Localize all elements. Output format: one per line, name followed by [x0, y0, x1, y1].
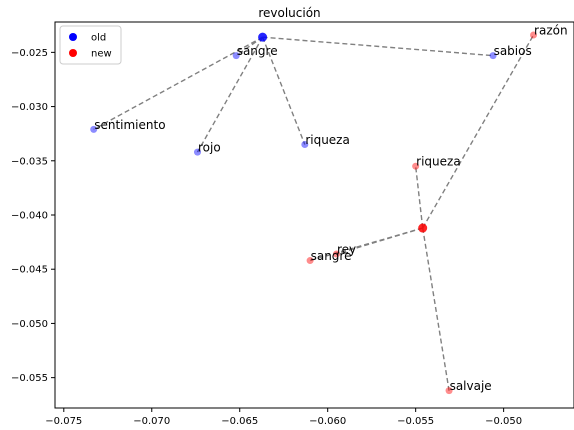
- x-axis-ticks: −0.075 −0.070 −0.065 −0.060 −0.055 −0.050: [45, 408, 522, 427]
- point-new-3: [306, 257, 314, 265]
- point-old-1: [90, 125, 98, 133]
- connector-line-old: [93, 36, 263, 130]
- connector-lines: [93, 34, 535, 391]
- point-label-new-3: sangre: [311, 249, 352, 263]
- connector-line-new: [309, 227, 423, 262]
- point-new-1: [412, 162, 420, 170]
- legend-label-old: old: [91, 33, 106, 44]
- point-old-2: [194, 148, 202, 156]
- x-tick-label: −0.055: [397, 416, 434, 427]
- connector-line-old: [262, 36, 494, 57]
- legend-marker-new: [69, 49, 77, 57]
- connector-line-old: [261, 36, 306, 145]
- y-axis-ticks: −0.025 −0.030 −0.035 −0.040 −0.045 −0.050 −0.0…: [11, 48, 55, 384]
- x-tick-label: −0.065: [221, 416, 258, 427]
- legend: old new: [59, 25, 122, 65]
- point-label-old-2: rojo: [198, 141, 221, 155]
- point-old-3: [301, 141, 309, 149]
- y-tick-label: −0.040: [11, 211, 48, 222]
- x-tick-label: −0.060: [309, 416, 346, 427]
- y-tick-label: −0.025: [11, 48, 48, 59]
- x-tick-label: −0.075: [45, 416, 82, 427]
- y-tick-label: −0.045: [11, 265, 48, 276]
- connector-line-new: [414, 166, 424, 229]
- point-label-new-4: salvaje: [450, 379, 492, 393]
- point-label-old-4: sabios: [494, 44, 532, 58]
- center-point-new: [418, 223, 428, 233]
- point-old-4: [489, 52, 497, 60]
- point-new-2: [332, 250, 340, 258]
- connector-line-new: [336, 227, 423, 255]
- connector-line-new: [422, 34, 535, 229]
- point-label-old-1: sentimiento: [94, 118, 165, 132]
- connector-line-old: [196, 36, 264, 153]
- legend-marker-old: [69, 33, 77, 41]
- point-old-0: [232, 52, 240, 60]
- point-label-new-1: riqueza: [416, 155, 461, 169]
- axes-frame: [54, 21, 574, 409]
- legend-label-new: new: [91, 49, 112, 60]
- data-points: [90, 31, 538, 395]
- y-tick-label: −0.030: [11, 102, 48, 113]
- point-label-old-0: sangre: [237, 44, 278, 58]
- point-label-new-0: razón: [534, 24, 568, 38]
- point-new-0: [530, 31, 538, 39]
- y-tick-label: −0.035: [11, 156, 48, 167]
- point-label-new-2: rey: [337, 243, 356, 257]
- x-tick-label: −0.050: [485, 416, 522, 427]
- connector-line-new: [422, 227, 450, 391]
- point-new-4: [445, 387, 453, 395]
- y-tick-label: −0.050: [11, 319, 48, 330]
- y-tick-label: −0.055: [11, 373, 48, 384]
- center-point-old: [258, 32, 268, 42]
- x-tick-label: −0.070: [133, 416, 170, 427]
- point-label-old-3: riqueza: [305, 133, 350, 147]
- connector-line-old: [235, 36, 264, 57]
- chart-title: revolución: [258, 6, 320, 20]
